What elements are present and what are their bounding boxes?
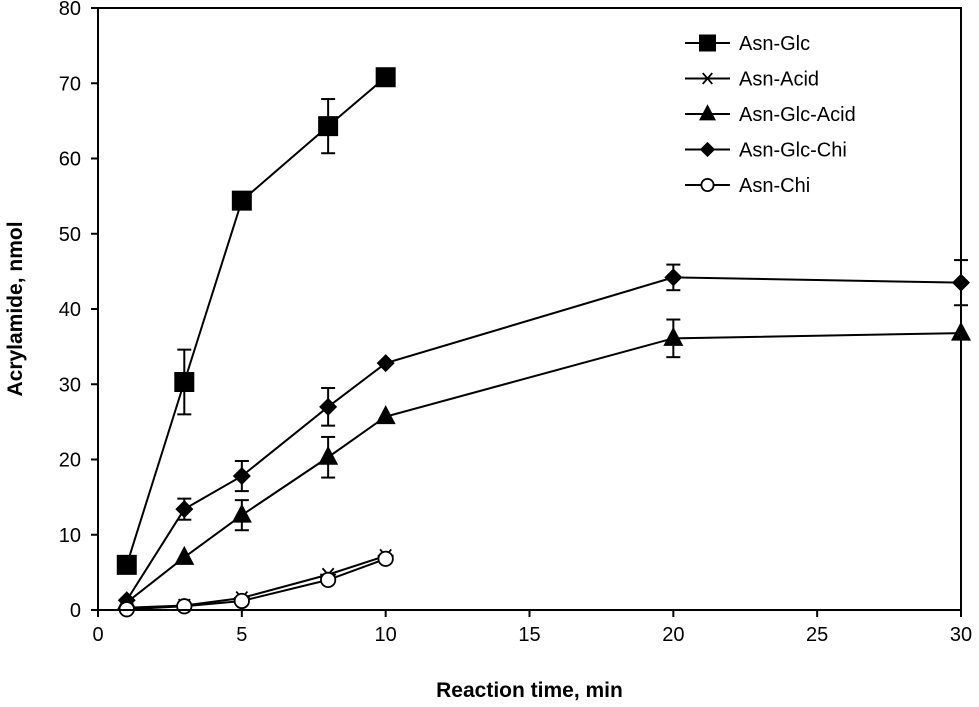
y-tick-label: 80	[59, 0, 81, 20]
data-point	[116, 554, 137, 575]
data-point	[376, 354, 395, 373]
legend-item: Asn-Glc	[685, 33, 810, 55]
legend-label: Asn-Acid	[739, 69, 819, 91]
y-tick-label: 10	[59, 525, 81, 547]
legend-item: Asn-Glc-Chi	[685, 140, 847, 162]
legend-marker	[699, 34, 716, 52]
series-line	[125, 76, 387, 566]
y-axis-title: Acrylamide, nmol	[4, 221, 27, 396]
data-point	[319, 397, 338, 416]
data-point	[174, 371, 195, 392]
x-axis-title: Reaction time, min	[436, 679, 623, 702]
data-point	[318, 445, 339, 465]
series-asn-acid	[118, 548, 394, 615]
x-tick-label: 30	[950, 624, 972, 646]
x-tick-label: 10	[375, 624, 397, 646]
legend-label: Asn-Glc-Acid	[739, 104, 856, 126]
x-tick-label: 20	[662, 624, 684, 646]
data-point	[377, 550, 394, 567]
data-point	[663, 326, 684, 346]
data-point	[375, 67, 396, 88]
series-line	[125, 276, 962, 601]
y-tick-label: 20	[59, 450, 81, 472]
legend-item: Asn-Glc-Acid	[685, 104, 856, 126]
tick-layer: 0 5 10 15 20 25 30 0 10 20 30 40 50 60 70 80	[59, 0, 972, 646]
legend-marker	[699, 104, 716, 121]
legend-label: Asn-Glc-Chi	[739, 140, 847, 162]
series-line	[126, 557, 387, 611]
data-point	[233, 592, 250, 610]
data-point	[375, 405, 396, 425]
data-point	[231, 190, 252, 211]
data-point	[232, 467, 251, 486]
plot-frame	[97, 7, 962, 611]
data-point	[175, 500, 194, 519]
legend-marker	[700, 177, 715, 193]
series-asn-glc-acid	[116, 318, 971, 610]
x-tick-label: 5	[236, 624, 247, 646]
series-line	[126, 554, 386, 609]
data-point	[231, 503, 252, 523]
x-tick-label: 15	[518, 624, 540, 646]
legend-label: Asn-Glc	[739, 33, 810, 55]
x-tick-label: 25	[806, 624, 828, 646]
legend-marker	[699, 141, 716, 158]
legend-marker	[700, 72, 715, 85]
legend-label: Asn-Chi	[739, 175, 810, 197]
data-point	[176, 598, 193, 615]
y-tick-label: 30	[59, 374, 81, 396]
data-point	[174, 545, 195, 565]
data-point	[320, 571, 337, 589]
data-point	[664, 268, 683, 287]
legend: Asn-Glc Asn-Acid Asn-Glc-Acid Asn-Glc-Chi As…	[685, 33, 856, 197]
series-asn-chi	[118, 550, 394, 618]
y-tick-label: 70	[59, 73, 81, 95]
series-asn-glc	[116, 67, 396, 575]
data-point	[318, 116, 339, 137]
series-asn-glc-chi	[117, 259, 970, 610]
y-tick-label: 50	[59, 224, 81, 246]
y-tick-label: 40	[59, 299, 81, 321]
y-tick-label: 60	[59, 149, 81, 171]
y-tick-label: 0	[70, 600, 81, 622]
x-tick-label: 0	[92, 624, 103, 646]
legend-item: Asn-Acid	[685, 69, 819, 91]
legend-item: Asn-Chi	[685, 175, 810, 197]
